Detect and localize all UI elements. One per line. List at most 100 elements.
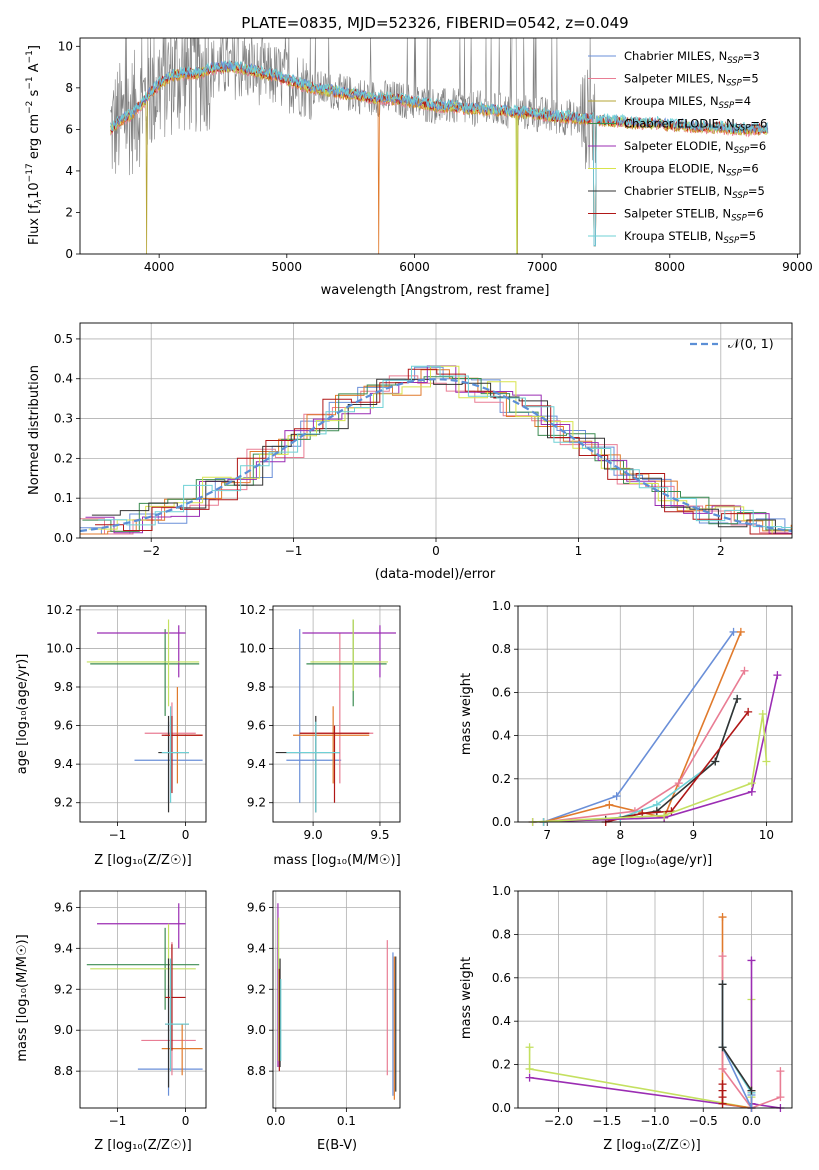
axes-frame: [272, 605, 401, 823]
mass-weight-point: [660, 811, 669, 820]
mass-weight-point: [718, 1099, 727, 1108]
x-tick-label: 10: [759, 828, 774, 842]
mass-weight-point: [762, 757, 771, 766]
normal-curve: [79, 378, 793, 533]
mass-weight-point: [711, 757, 720, 766]
y-tick-label: 9.4: [247, 757, 266, 771]
y-tick-label: 6: [65, 122, 73, 136]
y-tick-label: 9.6: [54, 719, 73, 733]
y-tick-label: 9.0: [247, 1023, 266, 1037]
model-spectrum-line: [110, 62, 769, 254]
legend-value: =6: [747, 207, 764, 221]
legend-text: Chabrier STELIB, N: [624, 184, 732, 198]
x-tick-label: 0: [182, 1114, 190, 1128]
legend-label: 𝒩(0, 1): [728, 336, 774, 351]
x-tick-label: 9000: [782, 260, 813, 274]
legend-label: Chabrier STELIB, NSSP=5: [624, 184, 765, 201]
mass-weight-line: [543, 698, 738, 823]
mass-weight-line: [543, 631, 735, 823]
mass-weight-point: [758, 710, 767, 718]
residual-histogram: [88, 365, 792, 535]
x-tick-label: −1: [285, 544, 303, 558]
residual-xlabel: (data-model)/error: [375, 567, 496, 582]
mass-vs-metallicity-panel: Z [log₁₀(Z/Z☉)] mass [log₁₀(M/M☉)] −1 0 8.…: [15, 890, 207, 1153]
y-tick-label: 9.0: [54, 1023, 73, 1037]
y-tick-label: 0.8: [492, 927, 511, 941]
y-tick-label: 9.2: [247, 982, 266, 996]
mass-weight-point: [773, 671, 782, 680]
legend-subscript: SSP: [719, 101, 735, 111]
legend-text: Chabrier ELODIE, N: [624, 117, 735, 131]
y-tick-label: 9.6: [247, 719, 266, 733]
x-tick-label: 4000: [144, 260, 175, 274]
y-tick-label: 0.8: [492, 642, 511, 656]
y-tick-label: 9.8: [247, 680, 266, 694]
x-tick-label: 0.0: [742, 1114, 761, 1128]
legend-text: Kroupa MILES, N: [624, 94, 719, 108]
mass-weight-point: [525, 1073, 534, 1082]
age-z-ylabel: age [log₁₀(age/yr)]: [15, 654, 30, 775]
mass-weight-point: [674, 779, 683, 788]
spectrum-title: PLATE=0835, MJD=52326, FIBERID=0542, z=0…: [241, 14, 628, 32]
residual-histogram: [91, 378, 792, 535]
x-tick-label: 5000: [272, 260, 303, 274]
y-tick-label: 4: [65, 164, 73, 178]
mass-vs-ebv-panel: E(B-V) 0.0 0.1 8.8 9.0 9.2 9.4 9.6: [247, 890, 401, 1153]
legend-subscript: SSP: [732, 191, 748, 201]
mass-weight-line: [528, 999, 753, 1109]
legend-subscript: SSP: [731, 214, 747, 224]
legend-value: =3: [743, 49, 760, 63]
y-tick-label: 0.3: [54, 412, 73, 426]
mass-weight-point: [605, 800, 614, 809]
axes-frame: [79, 890, 207, 1109]
legend-text: Salpeter ELODIE, N: [624, 139, 734, 153]
legend-label: Chabrier ELODIE, NSSP=6: [624, 117, 767, 134]
legend-value: =6: [742, 162, 759, 176]
mass-z-ylabel: mass [log₁₀(M/M☉)]: [15, 934, 30, 1061]
y-tick-label: 0.6: [492, 971, 511, 985]
mass-weight-point: [747, 779, 756, 788]
y-tick-label: 0.4: [54, 372, 73, 386]
age-mass-xlabel: mass [log₁₀(M/M☉)]: [273, 853, 400, 868]
axes-frame: [517, 890, 793, 1109]
y-tick-label: 9.2: [54, 796, 73, 810]
legend-value: =5: [748, 184, 765, 198]
axes-frame: [79, 37, 801, 255]
observed-spectrum-line: [110, 38, 596, 176]
y-tick-label: 9.2: [247, 796, 266, 810]
legend-label: Kroupa ELODIE, NSSP=6: [624, 162, 759, 179]
y-tick-label: 9.6: [54, 900, 73, 914]
residual-panel: (data-model)/error Normed distribution −…: [27, 322, 793, 582]
mass-weight-point: [525, 1064, 534, 1073]
axes-frame: [272, 890, 401, 1109]
legend-subscript: SSP: [734, 146, 750, 156]
y-tick-label: 0.2: [492, 1058, 511, 1072]
mw-z-ylabel: mass weight: [459, 957, 474, 1039]
x-tick-label: 9.5: [370, 828, 389, 842]
y-tick-label: 10.2: [239, 603, 266, 617]
legend-label: Salpeter STELIB, NSSP=6: [624, 207, 764, 224]
y-tick-label: 8.8: [247, 1064, 266, 1078]
legend-subscript: SSP: [726, 79, 742, 89]
y-tick-label: 10: [58, 39, 73, 53]
x-tick-label: 0: [432, 544, 440, 558]
x-tick-label: −1: [109, 1114, 127, 1128]
x-tick-label: −1.0: [640, 1114, 669, 1128]
massweight-vs-metallicity-panel: Z [log₁₀(Z/Z☉)] mass weight −2.0 −1.5 −1.0…: [459, 884, 793, 1153]
residual-histogram: [95, 368, 792, 535]
x-tick-label: 9.0: [304, 828, 323, 842]
mass-weight-point: [747, 787, 756, 796]
legend-subscript: SSP: [735, 124, 751, 134]
mass-weight-point: [612, 792, 621, 801]
y-tick-label: 10.0: [46, 641, 73, 655]
mass-z-xlabel: Z [log₁₀(Z/Z☉)]: [94, 1138, 191, 1153]
residual-ylabel: Normed distribution: [27, 365, 42, 495]
axes-frame: [517, 605, 793, 823]
y-tick-label: 9.4: [247, 941, 266, 955]
y-tick-label: 0.0: [54, 531, 73, 545]
x-tick-label: 2: [717, 544, 725, 558]
mass-weight-point: [733, 694, 742, 703]
x-tick-label: 6000: [399, 260, 430, 274]
y-tick-label: 8.8: [54, 1064, 73, 1078]
y-tick-label: 0.2: [492, 772, 511, 786]
